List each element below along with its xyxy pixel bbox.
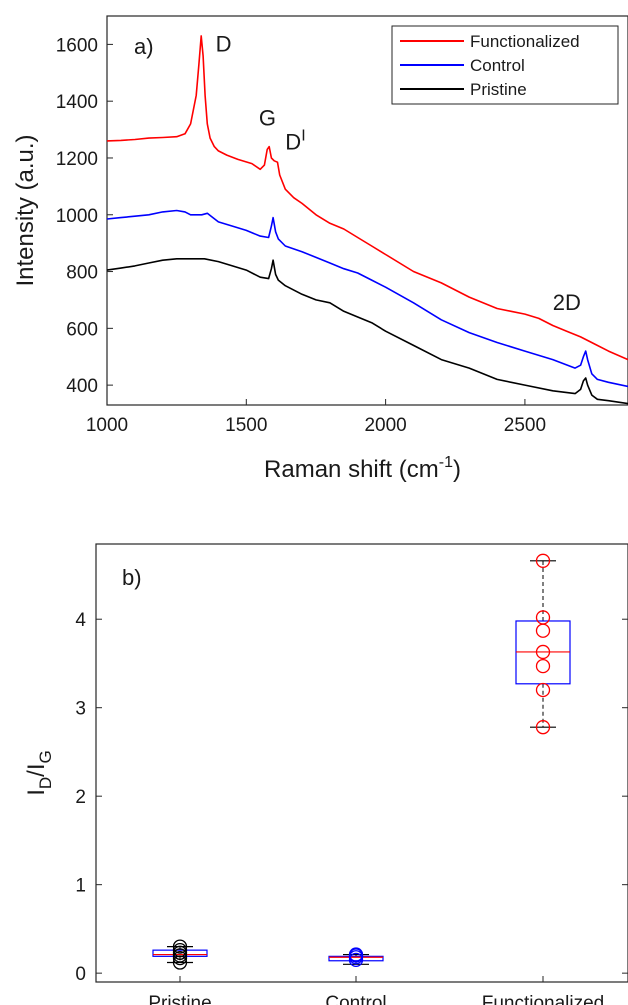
y-tick-label: 4 [75, 610, 86, 631]
legend-label-functionalized: Functionalized [470, 32, 580, 51]
data-point [535, 658, 551, 674]
legend-label-pristine: Pristine [470, 80, 527, 99]
y-tick-label: 0 [75, 964, 86, 985]
panel-a-label: a) [134, 34, 154, 59]
panel-b-boxes [152, 553, 571, 970]
x-tick-label-functionalized: Functionalized [482, 993, 605, 1005]
x-tick-label: 1000 [86, 415, 128, 436]
panel-a-x-axis-label: Raman shift (cm-1) [264, 454, 461, 483]
y-tick-label: 1000 [56, 206, 98, 227]
legend: Functionalized Control Pristine [391, 25, 619, 105]
x-tick-label: 1500 [225, 415, 267, 436]
y-tick-label: 600 [66, 319, 98, 340]
peak-label-di: DI [285, 127, 305, 154]
box-control [328, 947, 384, 968]
x-tick-label: 2000 [364, 415, 406, 436]
y-tick-label: 1600 [56, 35, 98, 56]
x-tick-label-pristine: Pristine [148, 993, 211, 1005]
y-tick-label: 400 [66, 376, 98, 397]
panel-a-raman-spectra: 1000 1500 2000 2500 400 600 800 1000 1200 1400 160… [12, 15, 628, 483]
panel-b-label: b) [122, 565, 142, 590]
panel-b-id-ig-boxplot: 0 1 2 3 4 Pristine Control Functionalized b) ID… [23, 543, 628, 1005]
data-point [535, 644, 551, 660]
peak-label-g: G [259, 105, 276, 130]
panel-a-axes-frame [106, 15, 628, 406]
series-line-control [106, 209, 628, 388]
panel-a-y-axis-label: Intensity (a.u.) [12, 134, 39, 286]
y-tick-label: 1200 [56, 149, 98, 170]
series-line-functionalized [106, 35, 628, 361]
data-point [535, 682, 551, 698]
data-point [172, 942, 188, 958]
y-tick-label: 1400 [56, 92, 98, 113]
box-functionalized [515, 553, 571, 735]
peak-label-d: D [216, 31, 232, 56]
data-point [535, 610, 551, 625]
box-pristine [152, 939, 208, 970]
x-tick-label-control: Control [325, 993, 386, 1005]
x-tick-label: 2500 [504, 415, 546, 436]
data-point [535, 623, 551, 638]
y-tick-label: 800 [66, 263, 98, 284]
panel-a-series-group [106, 35, 628, 405]
panel-b-axes-frame [95, 543, 628, 983]
y-tick-label: 3 [75, 699, 86, 720]
data-point [535, 720, 551, 735]
data-point [348, 947, 364, 962]
legend-label-control: Control [470, 56, 525, 75]
y-tick-label: 2 [75, 787, 86, 808]
y-tick-label: 1 [75, 876, 86, 897]
panel-b-ticks: 0 1 2 3 4 Pristine Control Functionalized [75, 610, 628, 1005]
panel-a-peak-labels: D G DI 2D [216, 31, 581, 314]
peak-label-2d: 2D [553, 290, 581, 315]
panel-b-y-axis-label: ID/IG [23, 750, 55, 796]
series-line-pristine [106, 257, 628, 405]
data-point [535, 553, 551, 568]
panel-a-ticks: 1000 1500 2000 2500 400 600 800 1000 1200 1400 160… [56, 35, 546, 436]
data-point [172, 939, 188, 954]
